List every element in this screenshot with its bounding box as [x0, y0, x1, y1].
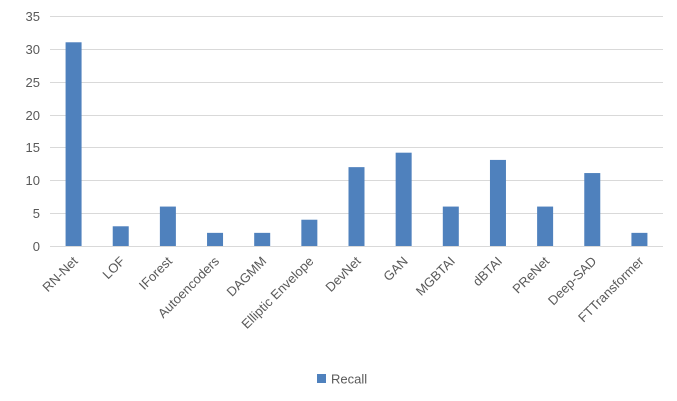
bars — [65, 42, 648, 247]
x-tick-label-lof: LOF — [99, 253, 128, 282]
bar-iforest — [159, 206, 176, 246]
bar-autoencoders — [207, 232, 224, 246]
bar-prenet — [537, 206, 554, 246]
bar-deep-sad — [584, 173, 601, 246]
y-tick-label-35: 35 — [26, 9, 40, 24]
bar-dagmm — [254, 232, 271, 246]
bar-lof — [112, 226, 129, 246]
legend-label-recall: Recall — [331, 372, 367, 387]
bar-dbtai — [489, 159, 506, 246]
bar-mgbtai — [442, 206, 459, 246]
bar-rn-net — [65, 42, 82, 247]
y-axis-ticks: 0 5 10 15 20 25 30 35 — [26, 9, 40, 254]
y-tick-label-10: 10 — [26, 173, 40, 188]
x-tick-label-gan: GAN — [380, 254, 411, 285]
y-tick-label-30: 30 — [26, 42, 40, 57]
y-tick-label-0: 0 — [33, 239, 40, 254]
y-tick-label-5: 5 — [33, 206, 40, 221]
x-tick-label-devnet: DevNet — [322, 253, 364, 295]
legend: Recall — [317, 372, 367, 387]
x-tick-label-mgbtai: MGBTAI — [413, 254, 458, 299]
y-tick-label-15: 15 — [26, 140, 40, 155]
bar-devnet — [348, 167, 365, 246]
bar-fttransformer — [631, 232, 648, 246]
y-tick-label-25: 25 — [26, 75, 40, 90]
x-tick-label-dbtai: dBTAI — [470, 254, 505, 289]
legend-swatch-recall — [317, 374, 326, 383]
bar-gan — [395, 152, 412, 246]
x-tick-label-iforest: IForest — [136, 253, 175, 292]
x-tick-label-rn-net: RN-Net — [39, 253, 81, 295]
y-tick-label-20: 20 — [26, 108, 40, 123]
x-tick-label-dagmm: DAGMM — [223, 254, 269, 300]
bar-elliptic-envelope — [301, 219, 318, 246]
x-tick-label-prenet: PReNet — [509, 253, 552, 296]
